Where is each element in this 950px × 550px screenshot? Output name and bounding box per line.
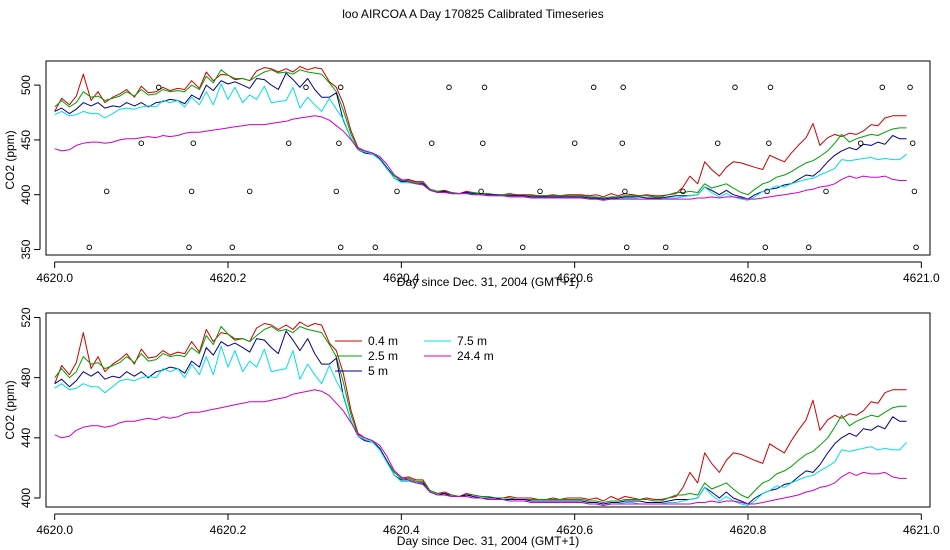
- top-marker-12: [336, 140, 342, 146]
- top-marker-38: [767, 84, 774, 91]
- top-marker-31: [662, 244, 669, 251]
- bottom-y-axis: 400 440 480 520: [19, 307, 41, 508]
- top-x-axis: 4620.0 4620.2 4620.4 4620.6 4620.8 4621.0: [36, 261, 940, 285]
- bottom-series-line-1: [54, 326, 907, 503]
- top-marker-27: [619, 140, 626, 146]
- legend-label-3: 7.5 m: [457, 334, 487, 348]
- top-marker-22: [481, 84, 488, 91]
- top-marker-34: [732, 84, 738, 91]
- top-marker-37: [766, 140, 772, 146]
- bottom-y-tick-label-0: 400: [19, 488, 33, 508]
- top-marker-8: [246, 188, 253, 195]
- top-x-axis-label: Day since Dec. 31, 2004 (GMT+1): [397, 275, 579, 289]
- top-x-tick-label-4: 4620.8: [730, 271, 767, 285]
- top-x-tick-label-2: 4620.4: [383, 271, 420, 285]
- top-marker-28: [620, 84, 626, 91]
- top-series-line-2: [54, 72, 907, 200]
- top-marker-11: [333, 188, 340, 195]
- top-series-group: [54, 66, 907, 201]
- top-x-tick-label-5: 4621.0: [903, 271, 940, 285]
- bottom-series-group: [54, 321, 907, 506]
- top-marker-46: [913, 244, 919, 251]
- bottom-plot-frame: [45, 312, 931, 508]
- top-y-tick-label-0: 350: [19, 239, 33, 259]
- bottom-x-tick-label-3: 4620.6: [556, 523, 593, 537]
- bottom-series-line-3: [54, 345, 907, 506]
- top-y-tick-label-1: 400: [19, 184, 33, 204]
- top-marker-42: [879, 84, 886, 91]
- top-series-line-4: [54, 115, 907, 201]
- top-marker-6: [190, 140, 197, 146]
- top-marker-33: [714, 140, 721, 146]
- top-marker-36: [764, 188, 770, 195]
- top-marker-40: [823, 188, 829, 195]
- top-plot-frame: [45, 60, 931, 256]
- bottom-y-axis-label: CO2 (ppm): [3, 380, 17, 439]
- bottom-x-tick-label-5: 4621.0: [903, 523, 940, 537]
- top-x-tick-label-3: 4620.6: [556, 271, 593, 285]
- top-markers-group: [86, 84, 919, 251]
- top-marker-20: [478, 188, 484, 195]
- top-x-tick-label-1: 4620.2: [210, 271, 247, 285]
- bottom-x-tick-label-2: 4620.4: [383, 523, 420, 537]
- bottom-y-tick-label-3: 520: [19, 307, 33, 327]
- legend: 0.4 m 2.5 m 5 m 7.5 m 24.4 m: [335, 334, 494, 378]
- bottom-x-tick-label-0: 4620.0: [36, 523, 73, 537]
- top-marker-15: [372, 244, 379, 251]
- top-marker-24: [537, 188, 543, 195]
- bottom-panel: 4620.0 4620.2 4620.4 4620.6 4620.8 4621.0 400…: [3, 307, 940, 548]
- chart-title: loo AIRCOA A Day 170825 Calibrated Times…: [342, 7, 603, 21]
- top-marker-9: [285, 140, 292, 146]
- top-panel: 4620.0 4620.2 4620.4 4620.6 4620.8 4621.0 350…: [3, 60, 940, 289]
- top-marker-4: [186, 244, 192, 251]
- top-marker-35: [762, 244, 769, 251]
- top-marker-45: [911, 188, 918, 195]
- top-marker-21: [480, 140, 486, 146]
- top-marker-39: [805, 244, 812, 251]
- top-marker-1: [103, 188, 110, 195]
- bottom-series-line-4: [54, 389, 907, 506]
- top-marker-44: [909, 140, 916, 146]
- top-marker-25: [571, 140, 578, 146]
- top-marker-26: [590, 84, 597, 91]
- top-marker-41: [857, 140, 864, 146]
- top-marker-14: [337, 84, 344, 91]
- top-marker-23: [519, 244, 526, 251]
- top-marker-30: [623, 244, 630, 251]
- top-marker-13: [337, 244, 344, 251]
- top-marker-19: [476, 244, 483, 251]
- bottom-y-tick-label-2: 480: [19, 367, 33, 387]
- top-y-tick-label-3: 500: [19, 75, 33, 95]
- top-marker-3: [155, 84, 162, 91]
- top-marker-18: [446, 84, 452, 91]
- legend-label-1: 2.5 m: [368, 349, 398, 363]
- bottom-x-tick-label-4: 4620.8: [730, 523, 767, 537]
- top-marker-32: [680, 188, 686, 195]
- legend-label-4: 24.4 m: [457, 349, 494, 363]
- top-series-line-0: [54, 66, 907, 198]
- bottom-x-tick-label-1: 4620.2: [210, 523, 247, 537]
- top-y-tick-label-2: 450: [19, 130, 33, 150]
- top-marker-5: [188, 188, 195, 195]
- top-marker-16: [394, 188, 400, 195]
- top-y-axis-label: CO2 (ppm): [3, 130, 17, 189]
- top-x-tick-label-0: 4620.0: [36, 271, 73, 285]
- top-marker-43: [907, 84, 913, 91]
- top-marker-29: [622, 188, 628, 195]
- top-marker-10: [303, 84, 309, 91]
- top-marker-0: [86, 244, 93, 251]
- top-marker-17: [428, 140, 435, 146]
- top-marker-7: [229, 244, 236, 251]
- top-marker-2: [138, 140, 145, 146]
- legend-label-0: 0.4 m: [368, 334, 398, 348]
- legend-label-2: 5 m: [368, 364, 388, 378]
- bottom-x-axis: 4620.0 4620.2 4620.4 4620.6 4620.8 4621.0: [36, 513, 940, 537]
- bottom-x-axis-label: Day since Dec. 31, 2004 (GMT+1): [397, 534, 579, 548]
- top-y-axis: 350 400 450 500: [19, 75, 41, 260]
- bottom-y-tick-label-1: 440: [19, 427, 33, 447]
